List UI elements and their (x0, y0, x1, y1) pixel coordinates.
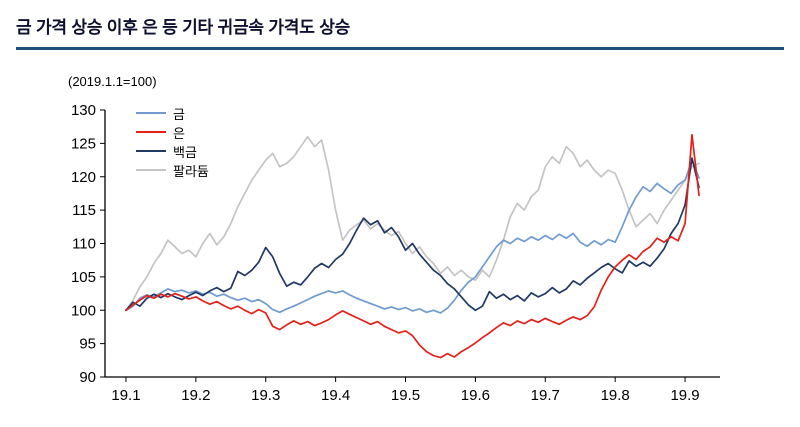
x-tick-label: 19.1 (111, 387, 140, 404)
x-tick-label: 19.4 (321, 387, 350, 404)
series-line-백금 (125, 156, 700, 311)
legend-label: 백금 (173, 144, 197, 160)
legend-item: 금 (136, 104, 209, 123)
line-chart: 90 95 100 105 110 115 120 125 130 19.1 19.2 19.3 19.… (71, 102, 720, 404)
legend-label: 은 (173, 125, 185, 141)
legend-swatch (136, 131, 166, 133)
header: 금 가격 상승 이후 은 등 기타 귀금속 가격도 상승 (0, 0, 800, 50)
x-tick-label: 19.2 (181, 387, 210, 404)
legend-item: 은 (136, 123, 209, 142)
series-line-팔라듐 (125, 135, 700, 311)
x-tick-label: 19.5 (391, 387, 420, 404)
x-tick-label: 19.3 (251, 387, 280, 404)
y-tick-label: 100 (71, 302, 96, 319)
page-title: 금 가격 상승 이후 은 등 기타 귀금속 가격도 상승 (16, 18, 351, 37)
legend-label: 팔라듐 (173, 163, 209, 179)
series-line-은 (125, 133, 700, 358)
legend-swatch (136, 169, 166, 171)
y-tick-label: 125 (71, 135, 96, 152)
chart-area: (2019.1.1=100) 90 95 100 105 110 115 120 125 130… (30, 74, 780, 427)
x-tick-label: 19.8 (601, 387, 630, 404)
x-tick-label: 19.6 (461, 387, 490, 404)
y-tick-label: 130 (71, 102, 96, 119)
axis-note: (2019.1.1=100) (68, 73, 157, 89)
y-tick-label: 115 (72, 202, 96, 219)
series-line-금 (125, 158, 700, 314)
x-tick-label: 19.7 (531, 387, 560, 404)
y-tick-label: 110 (72, 235, 96, 252)
y-tick-label: 90 (79, 369, 96, 386)
legend-item: 백금 (136, 142, 209, 161)
title-rule (16, 47, 784, 50)
legend-item: 팔라듐 (136, 161, 209, 180)
legend-swatch (136, 112, 166, 114)
x-tick-label: 19.9 (670, 387, 699, 404)
legend-swatch (136, 150, 166, 152)
legend-label: 금 (173, 106, 185, 122)
y-tick-label: 105 (71, 268, 96, 285)
y-tick-label: 95 (79, 335, 96, 352)
y-tick-label: 120 (71, 168, 96, 185)
